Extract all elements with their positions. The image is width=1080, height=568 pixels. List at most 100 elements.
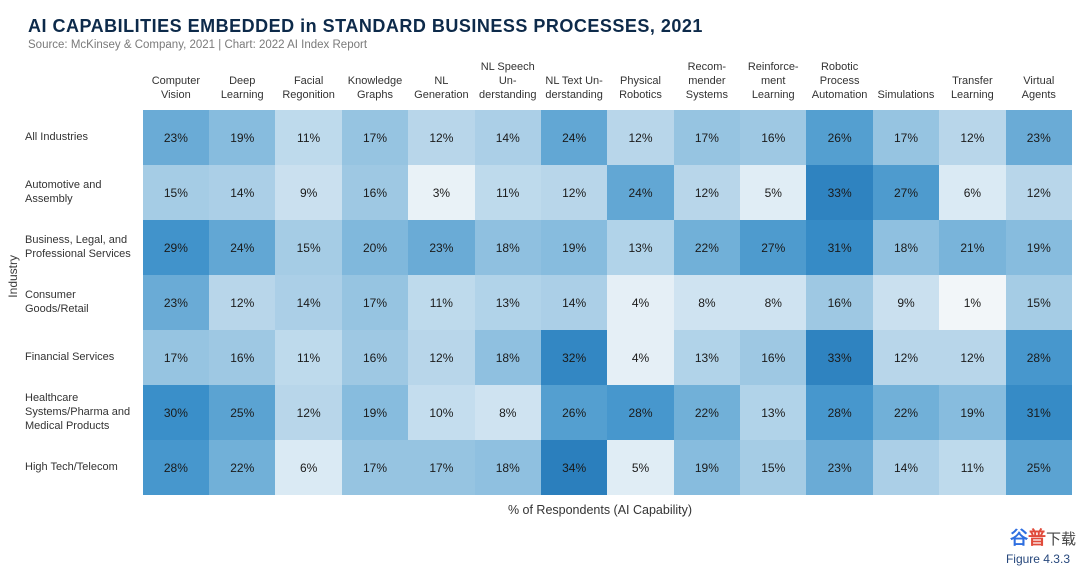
- column-header: ComputerVision: [143, 57, 209, 110]
- y-axis-label: Industry: [4, 255, 24, 298]
- heatmap-cell: 15%: [143, 165, 209, 220]
- heatmap-cell: 16%: [740, 110, 806, 165]
- heatmap-cell: 18%: [873, 220, 939, 275]
- heatmap-cell: 28%: [607, 385, 673, 440]
- heatmap-cell: 12%: [873, 330, 939, 385]
- row-header: High Tech/Telecom: [24, 440, 143, 495]
- column-header: NLGeneration: [408, 57, 474, 110]
- heatmap-cell: 29%: [143, 220, 209, 275]
- column-header: PhysicalRobotics: [607, 57, 673, 110]
- heatmap-cell: 12%: [1006, 165, 1072, 220]
- column-header: Simulations: [873, 57, 939, 110]
- column-header: Reinforce-mentLearning: [740, 57, 806, 110]
- column-header: FacialRegonition: [275, 57, 341, 110]
- heatmap-cell: 11%: [939, 440, 1005, 495]
- row-header: All Industries: [24, 110, 143, 165]
- heatmap-cell: 20%: [342, 220, 408, 275]
- heatmap-cell: 17%: [873, 110, 939, 165]
- heatmap-cell: 26%: [541, 385, 607, 440]
- heatmap-cell: 15%: [740, 440, 806, 495]
- heatmap-cell: 12%: [541, 165, 607, 220]
- heatmap-cell: 4%: [607, 275, 673, 330]
- heatmap-cell: 15%: [275, 220, 341, 275]
- heatmap-cell: 14%: [209, 165, 275, 220]
- heatmap-cell: 19%: [209, 110, 275, 165]
- heatmap-cell: 12%: [607, 110, 673, 165]
- column-header: Recom-menderSystems: [674, 57, 740, 110]
- heatmap-cell: 25%: [209, 385, 275, 440]
- heatmap-cell: 17%: [143, 330, 209, 385]
- heatmap-cell: 24%: [541, 110, 607, 165]
- column-header: RoboticProcessAutomation: [806, 57, 872, 110]
- heatmap-cell: 28%: [143, 440, 209, 495]
- heatmap-cell: 13%: [607, 220, 673, 275]
- heatmap-cell: 23%: [1006, 110, 1072, 165]
- heatmap-cell: 18%: [475, 330, 541, 385]
- heatmap-cell: 17%: [342, 110, 408, 165]
- heatmap-cell: 11%: [408, 275, 474, 330]
- heatmap-cell: 6%: [939, 165, 1005, 220]
- heatmap-cell: 28%: [806, 385, 872, 440]
- heatmap-cell: 34%: [541, 440, 607, 495]
- heatmap-cell: 3%: [408, 165, 474, 220]
- heatmap-cell: 4%: [607, 330, 673, 385]
- heatmap-cell: 31%: [1006, 385, 1072, 440]
- heatmap-cell: 11%: [275, 110, 341, 165]
- column-header: NL SpeechUn-derstanding: [475, 57, 541, 110]
- column-header: NL Text Un-derstanding: [541, 57, 607, 110]
- row-header: Business, Legal, and Professional Servic…: [24, 220, 143, 275]
- column-header: KnowledgeGraphs: [342, 57, 408, 110]
- heatmap-cell: 17%: [674, 110, 740, 165]
- chart-subtitle: Source: McKinsey & Company, 2021 | Chart…: [0, 37, 1080, 51]
- heatmap-cell: 22%: [209, 440, 275, 495]
- heatmap-cell: 16%: [342, 330, 408, 385]
- heatmap-cell: 12%: [939, 110, 1005, 165]
- column-header: DeepLearning: [209, 57, 275, 110]
- heatmap-cell: 28%: [1006, 330, 1072, 385]
- heatmap-cell: 32%: [541, 330, 607, 385]
- heatmap-cell: 5%: [607, 440, 673, 495]
- heatmap-cell: 19%: [541, 220, 607, 275]
- heatmap-cell: 13%: [740, 385, 806, 440]
- heatmap-cell: 12%: [275, 385, 341, 440]
- heatmap-cell: 23%: [143, 275, 209, 330]
- heatmap-cell: 13%: [674, 330, 740, 385]
- heatmap-cell: 9%: [275, 165, 341, 220]
- heatmap-cell: 10%: [408, 385, 474, 440]
- heatmap-cell: 25%: [1006, 440, 1072, 495]
- heatmap-cell: 23%: [408, 220, 474, 275]
- heatmap-cell: 11%: [475, 165, 541, 220]
- heatmap-cell: 9%: [873, 275, 939, 330]
- heatmap-cell: 16%: [342, 165, 408, 220]
- heatmap-cell: 14%: [541, 275, 607, 330]
- heatmap-cell: 23%: [806, 440, 872, 495]
- heatmap-cell: 8%: [740, 275, 806, 330]
- heatmap-cell: 18%: [475, 220, 541, 275]
- heatmap-cell: 17%: [342, 275, 408, 330]
- heatmap-cell: 30%: [143, 385, 209, 440]
- watermark: 谷普下载: [1010, 524, 1076, 550]
- heatmap-cell: 12%: [408, 110, 474, 165]
- x-axis-label: % of Respondents (AI Capability): [0, 503, 1080, 517]
- heatmap-cell: 17%: [408, 440, 474, 495]
- heatmap-cell: 5%: [740, 165, 806, 220]
- heatmap-cell: 15%: [1006, 275, 1072, 330]
- heatmap-cell: 26%: [806, 110, 872, 165]
- heatmap-cell: 12%: [939, 330, 1005, 385]
- chart-title: AI CAPABILITIES EMBEDDED in STANDARD BUS…: [0, 0, 1080, 37]
- column-header: VirtualAgents: [1006, 57, 1072, 110]
- heatmap-cell: 18%: [475, 440, 541, 495]
- heatmap-cell: 12%: [408, 330, 474, 385]
- heatmap-cell: 6%: [275, 440, 341, 495]
- heatmap-cell: 16%: [806, 275, 872, 330]
- heatmap-cell: 8%: [475, 385, 541, 440]
- heatmap-cell: 16%: [209, 330, 275, 385]
- column-header: TransferLearning: [939, 57, 1005, 110]
- heatmap-cell: 14%: [873, 440, 939, 495]
- heatmap-cell: 12%: [209, 275, 275, 330]
- heatmap-cell: 22%: [873, 385, 939, 440]
- heatmap-cell: 27%: [873, 165, 939, 220]
- chart-container: Industry ComputerVisionDeepLearningFacia…: [0, 57, 1080, 495]
- heatmap-cell: 14%: [275, 275, 341, 330]
- heatmap-cell: 24%: [607, 165, 673, 220]
